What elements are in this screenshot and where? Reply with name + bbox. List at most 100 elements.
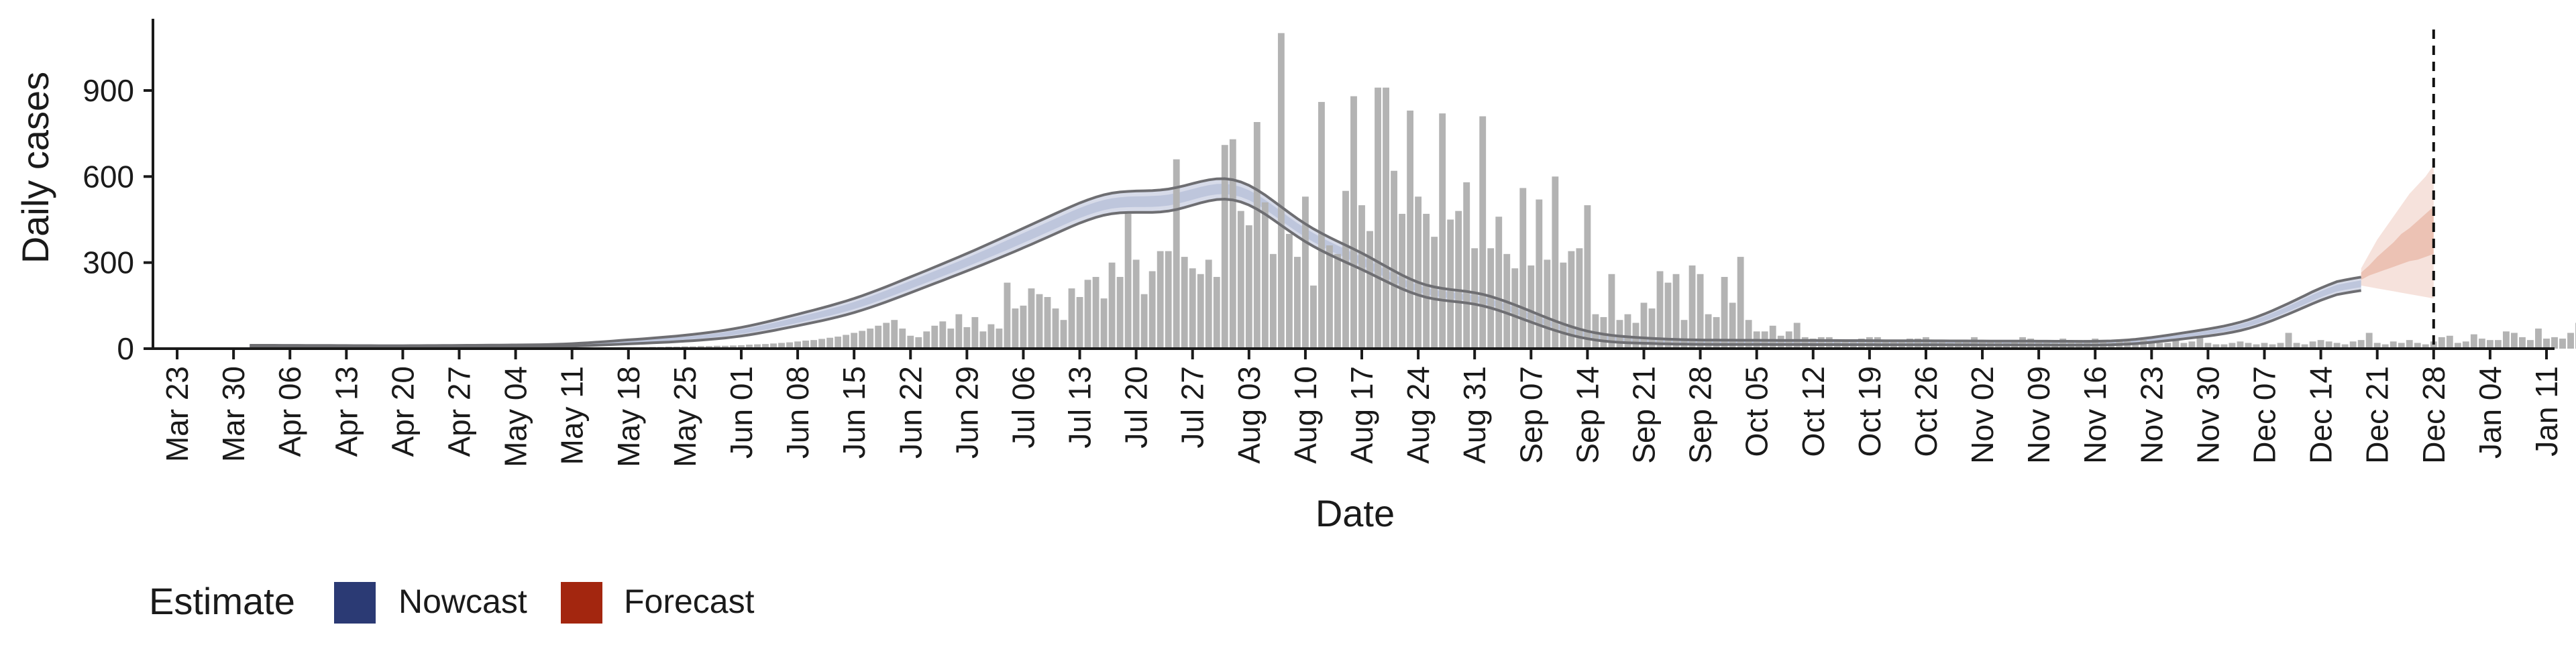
x-tick-label: Oct 12 xyxy=(1796,366,1831,457)
x-tick-label: Oct 26 xyxy=(1909,366,1943,457)
legend-label-nowcast: Nowcast xyxy=(398,583,527,620)
case-bar xyxy=(843,335,849,349)
case-bar xyxy=(851,333,857,349)
case-bar xyxy=(835,337,841,349)
x-tick-label: May 04 xyxy=(498,366,533,467)
x-tick-label: Jan 04 xyxy=(2473,366,2508,459)
case-bar xyxy=(1222,145,1228,349)
case-bar xyxy=(1109,263,1116,349)
case-bar xyxy=(1407,111,1413,349)
x-tick-label: Apr 06 xyxy=(272,366,307,457)
case-bar xyxy=(971,317,978,349)
case-bar xyxy=(1455,211,1462,349)
x-tick-label: Sep 07 xyxy=(1513,366,1548,464)
x-tick-label: Jul 20 xyxy=(1119,366,1154,449)
case-bar xyxy=(2019,337,2026,349)
case-bar xyxy=(1230,139,1236,349)
case-bar xyxy=(1205,259,1212,349)
case-bar xyxy=(1278,33,1285,349)
case-bar xyxy=(923,331,930,349)
case-bar xyxy=(1101,298,1108,349)
case-bar xyxy=(1214,277,1220,349)
case-bar xyxy=(987,325,994,349)
case-bar xyxy=(1527,266,1534,349)
case-bar xyxy=(1923,337,1929,349)
case-bar xyxy=(1874,337,1881,349)
case-bar xyxy=(2543,339,2550,349)
case-bar xyxy=(1463,182,1470,349)
x-tick-label: Jun 01 xyxy=(724,366,759,459)
y-tick-label: 600 xyxy=(83,159,134,194)
x-tick-label: May 25 xyxy=(667,366,702,467)
case-bar xyxy=(1093,277,1099,349)
case-bar xyxy=(1020,306,1027,349)
case-bar xyxy=(1318,102,1325,349)
case-bar xyxy=(1866,337,1873,349)
case-bar xyxy=(1246,225,1252,349)
x-tick-label: Aug 31 xyxy=(1457,366,1492,464)
case-bar xyxy=(1617,320,1623,349)
case-bar xyxy=(1254,122,1260,349)
case-bar xyxy=(1286,234,1293,349)
case-bar xyxy=(1334,254,1341,349)
x-tick-label: Dec 07 xyxy=(2247,366,2282,464)
x-tick-label: Apr 27 xyxy=(442,366,477,457)
case-bar xyxy=(891,320,898,349)
case-bar xyxy=(1431,237,1438,349)
case-bar xyxy=(1391,171,1397,349)
x-tick-label: Jul 06 xyxy=(1006,366,1040,449)
case-bar xyxy=(1028,288,1035,349)
case-bar xyxy=(1673,274,1680,349)
case-bar xyxy=(1350,97,1357,349)
case-bar xyxy=(1584,205,1591,349)
legend-swatch-forecast xyxy=(561,582,602,624)
x-tick-label: Mar 30 xyxy=(216,366,251,462)
case-bar xyxy=(996,329,1002,349)
x-tick-label: Aug 03 xyxy=(1232,366,1267,464)
x-tick-label: Jun 15 xyxy=(837,366,871,459)
x-tick-label: May 11 xyxy=(555,366,590,465)
x-tick-label: Jul 27 xyxy=(1175,366,1210,449)
case-bar xyxy=(1689,266,1696,349)
x-tick-label: Sep 28 xyxy=(1683,366,1718,464)
case-bar xyxy=(2196,337,2203,349)
x-tick-label: Jun 22 xyxy=(893,366,928,459)
case-bar xyxy=(2519,337,2526,349)
case-bar xyxy=(1609,274,1615,349)
legend-swatch-nowcast xyxy=(334,582,376,624)
case-bar xyxy=(2535,329,2542,349)
case-bar xyxy=(1802,337,1809,349)
case-bar xyxy=(1181,257,1188,349)
case-bar xyxy=(2438,337,2445,349)
y-tick-label: 900 xyxy=(83,73,134,108)
case-bar xyxy=(1633,323,1640,349)
x-tick-label: Sep 14 xyxy=(1570,366,1605,464)
case-bar xyxy=(2551,337,2558,349)
case-bar xyxy=(1133,259,1140,349)
case-bar xyxy=(1375,88,1381,349)
case-bar xyxy=(1302,196,1309,349)
case-bar xyxy=(1495,217,1502,349)
case-bar xyxy=(2511,333,2518,349)
x-tick-label: Nov 23 xyxy=(2134,366,2169,464)
case-bar xyxy=(1657,271,1664,349)
legend-label-forecast: Forecast xyxy=(624,583,755,620)
y-tick-label: 0 xyxy=(117,331,134,366)
case-bar xyxy=(963,327,970,349)
case-bar xyxy=(1310,286,1317,349)
case-bar xyxy=(955,314,962,349)
case-bar xyxy=(1085,280,1091,349)
x-tick-label: Jun 08 xyxy=(780,366,815,459)
x-tick-label: Aug 10 xyxy=(1288,366,1323,464)
case-bar xyxy=(2447,336,2453,349)
case-bar xyxy=(1479,116,1486,349)
case-bar xyxy=(883,323,890,349)
x-tick-label: Apr 20 xyxy=(385,366,420,457)
case-bar xyxy=(1439,113,1446,349)
case-bar xyxy=(1519,188,1526,349)
case-bar xyxy=(947,329,954,349)
x-tick-label: May 18 xyxy=(611,366,646,467)
case-bar xyxy=(1560,263,1566,349)
case-bar xyxy=(1077,297,1083,349)
